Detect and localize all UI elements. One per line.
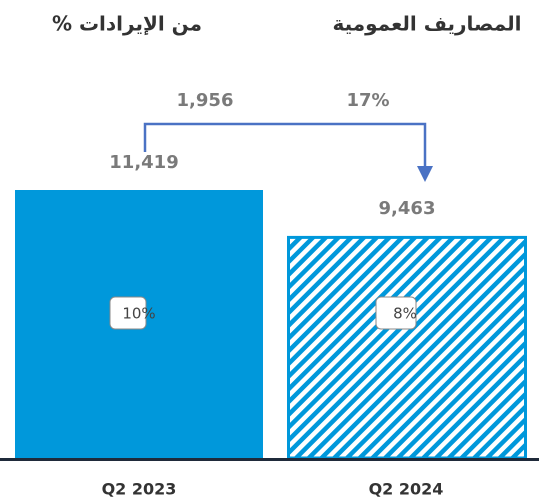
category-label: Q2 2024 (369, 480, 444, 499)
category-label: Q2 2023 (102, 480, 177, 499)
share-box (375, 296, 417, 330)
bar (287, 235, 527, 460)
value-label: 11,419 (109, 152, 178, 173)
annotation: 17% (346, 90, 389, 111)
share-label: 10% (122, 305, 155, 323)
change-arrow (143, 122, 427, 172)
chart-subtitle: من الإيرادات % (52, 12, 202, 36)
share-label: 8% (393, 305, 417, 323)
chart-title: المصاريف العمومية (332, 12, 521, 36)
arrow-head (417, 166, 433, 182)
annotation: 1,956 (177, 90, 234, 111)
value-label: 9,463 (379, 198, 436, 219)
share-box (109, 296, 147, 330)
